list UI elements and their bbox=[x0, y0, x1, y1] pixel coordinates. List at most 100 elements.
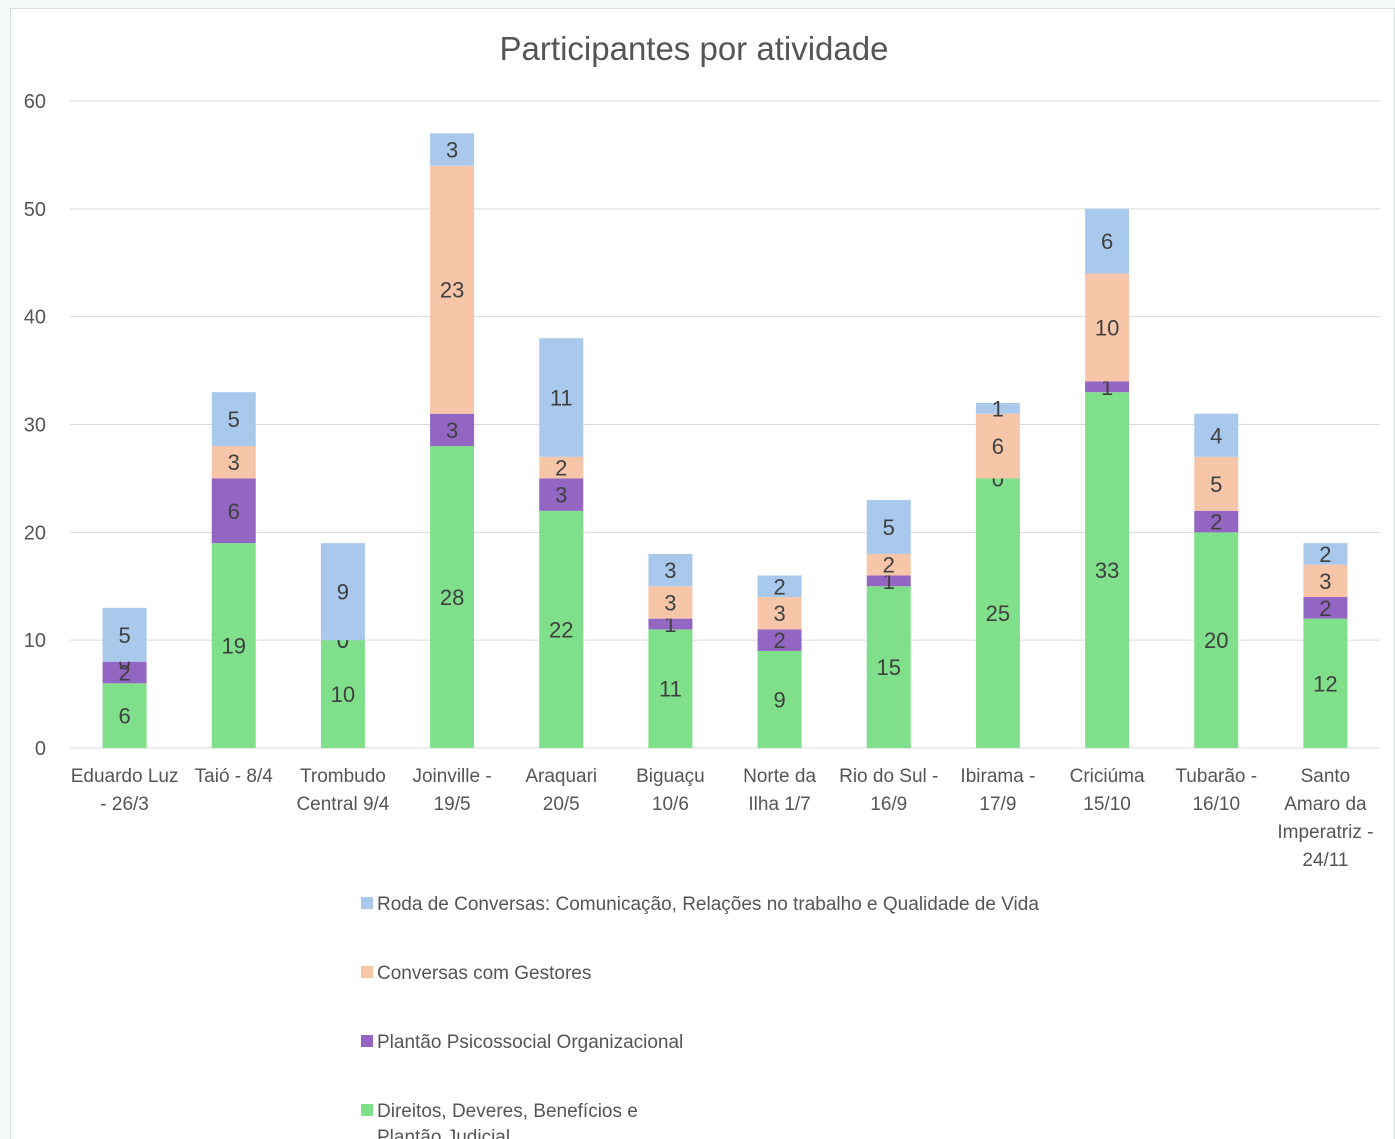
x-tick-label: Taió - 8/4 bbox=[195, 766, 274, 787]
bar-segment bbox=[975, 402, 1020, 414]
bar-segment bbox=[1085, 392, 1130, 748]
bar-segment bbox=[1303, 543, 1348, 565]
bar-segment bbox=[539, 338, 584, 457]
data-label: 6 bbox=[1101, 229, 1113, 254]
data-label: 3 bbox=[446, 138, 458, 163]
x-tick-label: Araquari 20/5 bbox=[525, 766, 597, 815]
data-label: 3 bbox=[446, 418, 458, 443]
data-label: 22 bbox=[549, 617, 573, 642]
bar-segment bbox=[1303, 564, 1348, 598]
bar-segment bbox=[648, 553, 693, 587]
gridlines bbox=[70, 100, 1380, 749]
bar-segment bbox=[211, 478, 256, 544]
bar-segment bbox=[1194, 413, 1239, 457]
bar-segment bbox=[648, 586, 693, 619]
data-label: 9 bbox=[337, 580, 349, 605]
data-label: 19 bbox=[222, 634, 246, 659]
data-label: 2 bbox=[118, 661, 130, 686]
data-label: 5 bbox=[228, 407, 240, 432]
bar-segment bbox=[866, 553, 911, 576]
y-tick-label: 30 bbox=[24, 415, 46, 437]
y-tick-label: 20 bbox=[24, 522, 46, 544]
legend-swatch bbox=[361, 966, 373, 978]
bar-segment bbox=[975, 478, 1020, 748]
legend-swatch bbox=[361, 897, 373, 909]
data-label: 6 bbox=[118, 704, 130, 729]
bar-segment bbox=[975, 413, 1020, 479]
bar-segment bbox=[757, 629, 802, 651]
x-axis: Eduardo Luz - 26/3 Taió - 8/4 Trombudo Centr… bbox=[71, 766, 1374, 871]
bar-segment bbox=[320, 640, 365, 748]
x-tick-label: Biguaçu 10/6 bbox=[636, 766, 705, 815]
data-label: 10 bbox=[1095, 315, 1119, 340]
bar-segment bbox=[757, 597, 802, 630]
y-tick-label: 40 bbox=[24, 307, 46, 329]
bar-segment bbox=[539, 478, 584, 511]
data-label: 2 bbox=[555, 456, 567, 481]
data-label: 15 bbox=[877, 655, 901, 680]
bar-segment bbox=[430, 446, 475, 748]
bar-segment bbox=[866, 575, 911, 587]
data-label: 3 bbox=[555, 483, 567, 508]
data-label: 2 bbox=[773, 628, 785, 653]
bar-segment bbox=[539, 456, 584, 479]
data-label: 2 bbox=[773, 574, 785, 599]
data-label: 9 bbox=[773, 687, 785, 712]
bar-segment bbox=[866, 586, 911, 748]
data-label: 2 bbox=[1210, 510, 1222, 535]
x-tick-label: Eduardo Luz - 26/3 bbox=[71, 766, 179, 815]
data-label: 5 bbox=[118, 623, 130, 648]
x-tick-label: Rio do Sul -16/9 bbox=[839, 766, 938, 815]
x-tick-label: Tubarão -16/10 bbox=[1175, 766, 1257, 815]
data-label: 28 bbox=[440, 585, 464, 610]
bar-segment bbox=[211, 446, 256, 479]
data-label: 6 bbox=[992, 434, 1004, 459]
data-label: 2 bbox=[1319, 542, 1331, 567]
x-tick-label: Norte da Ilha 1/7 bbox=[743, 766, 816, 815]
bar-segment bbox=[1085, 381, 1130, 393]
data-label: 3 bbox=[773, 601, 785, 626]
bar-segment bbox=[430, 133, 475, 166]
data-label: 6 bbox=[228, 499, 240, 524]
bar-segment bbox=[102, 607, 147, 662]
x-tick-label: Joinville -19/5 bbox=[412, 766, 491, 815]
data-label: 3 bbox=[664, 590, 676, 615]
bar-segment bbox=[1303, 597, 1348, 619]
legend-label: Plantão Psicossocial Organizacional bbox=[377, 1032, 683, 1053]
data-label: 20 bbox=[1204, 628, 1228, 653]
bar-segment bbox=[757, 650, 802, 748]
legend-swatch bbox=[361, 1035, 373, 1047]
data-label: 4 bbox=[1210, 423, 1222, 448]
bar-segment bbox=[1194, 510, 1239, 533]
data-label: 33 bbox=[1095, 558, 1119, 583]
bar-segment bbox=[211, 392, 256, 447]
y-tick-label: 50 bbox=[24, 199, 46, 221]
bar-segment bbox=[211, 543, 256, 748]
bar-segment bbox=[430, 165, 475, 414]
y-tick-label: 0 bbox=[35, 738, 46, 760]
x-tick-label: Santo Amaro da Imperatriz -24/11 bbox=[1277, 766, 1373, 871]
legend-label: Direitos, Deveres, Benefícios e Plantão J… bbox=[377, 1101, 638, 1139]
bar-segment bbox=[102, 683, 147, 748]
chart-title: Participantes por atividade bbox=[500, 30, 889, 67]
y-axis: 0 10 20 30 40 50 60 bbox=[24, 91, 46, 760]
data-label: 5 bbox=[1210, 472, 1222, 497]
data-label: 3 bbox=[664, 558, 676, 583]
data-label: 10 bbox=[331, 682, 355, 707]
legend-label: Conversas com Gestores bbox=[377, 963, 591, 984]
x-tick-label: Ibirama -17/9 bbox=[960, 766, 1035, 815]
legend: Roda de Conversas: Comunicação, Relações… bbox=[361, 894, 1039, 1139]
data-label: 5 bbox=[883, 515, 895, 540]
data-label: 2 bbox=[1319, 596, 1331, 621]
data-label: 23 bbox=[440, 278, 464, 303]
bar-segment bbox=[1194, 532, 1239, 748]
bar-segment bbox=[866, 499, 911, 554]
x-tick-label: Criciúma 15/10 bbox=[1070, 766, 1145, 815]
bar-segment bbox=[648, 629, 693, 748]
data-label: 25 bbox=[986, 601, 1010, 626]
legend-label: Roda de Conversas: Comunicação, Relações… bbox=[377, 894, 1039, 915]
bar-segment bbox=[539, 510, 584, 748]
